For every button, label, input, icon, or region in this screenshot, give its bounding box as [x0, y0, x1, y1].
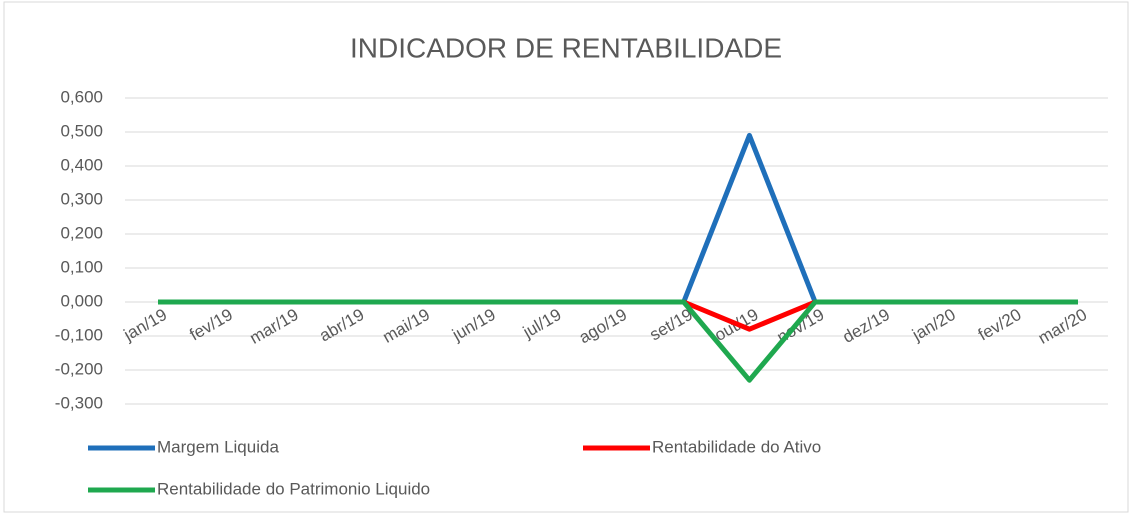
y-tick-label: -0,100	[55, 325, 103, 344]
y-tick-label: 0,600	[60, 87, 103, 106]
y-tick-label: 0,400	[60, 155, 103, 174]
y-tick-label: -0,200	[55, 359, 103, 378]
y-tick-label: -0,300	[55, 393, 103, 412]
y-tick-label: 0,100	[60, 257, 103, 276]
chart-title: INDICADOR DE RENTABILIDADE	[350, 32, 782, 63]
y-tick-label: 0,500	[60, 121, 103, 140]
series-line	[158, 299, 1078, 383]
legend-label: Margem Liquida	[157, 437, 279, 456]
y-tick-label: 0,300	[60, 189, 103, 208]
y-tick-label: 0,200	[60, 223, 103, 242]
chart-border	[3, 1, 1129, 513]
legend-label: Rentabilidade do Patrimonio Liquido	[157, 479, 430, 498]
legend-label: Rentabilidade do Ativo	[652, 437, 821, 456]
y-tick-label: 0,000	[60, 291, 103, 310]
